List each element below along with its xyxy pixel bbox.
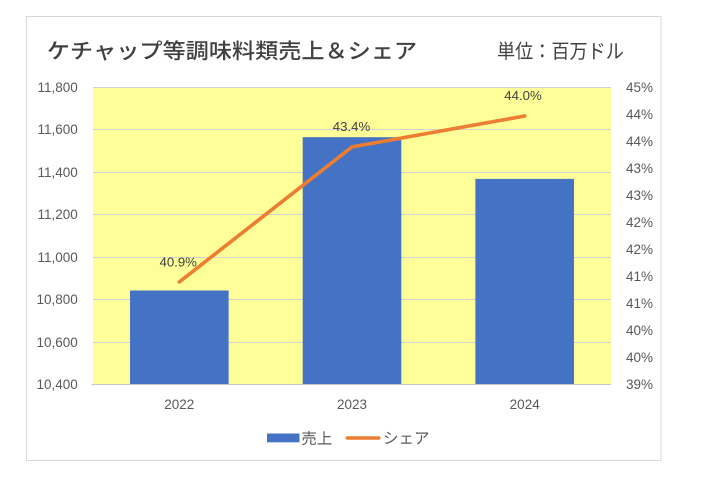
svg-text:43%: 43% (626, 188, 653, 203)
svg-text:11,200: 11,200 (38, 207, 78, 222)
svg-text:2024: 2024 (510, 397, 541, 412)
svg-text:43.4%: 43.4% (333, 119, 371, 134)
svg-text:41%: 41% (626, 269, 653, 284)
svg-text:2022: 2022 (164, 397, 194, 412)
svg-text:39%: 39% (626, 377, 653, 392)
svg-text:10,800: 10,800 (37, 292, 78, 307)
svg-text:2023: 2023 (337, 397, 367, 412)
svg-text:41%: 41% (626, 296, 653, 311)
svg-text:40%: 40% (626, 323, 653, 338)
svg-text:11,800: 11,800 (38, 80, 78, 95)
svg-text:44%: 44% (626, 107, 653, 122)
svg-text:45%: 45% (626, 80, 653, 95)
svg-text:42%: 42% (626, 242, 653, 257)
svg-text:42%: 42% (626, 215, 653, 230)
svg-text:43%: 43% (626, 161, 653, 176)
svg-text:40.9%: 40.9% (159, 254, 197, 269)
svg-text:40%: 40% (626, 350, 653, 365)
svg-text:11,000: 11,000 (38, 250, 78, 265)
svg-text:10,600: 10,600 (37, 335, 78, 350)
svg-text:44%: 44% (626, 134, 653, 149)
svg-text:11,400: 11,400 (38, 165, 78, 180)
svg-text:44.0%: 44.0% (504, 88, 542, 103)
svg-text:10,400: 10,400 (37, 377, 78, 392)
svg-text:11,600: 11,600 (38, 122, 78, 137)
